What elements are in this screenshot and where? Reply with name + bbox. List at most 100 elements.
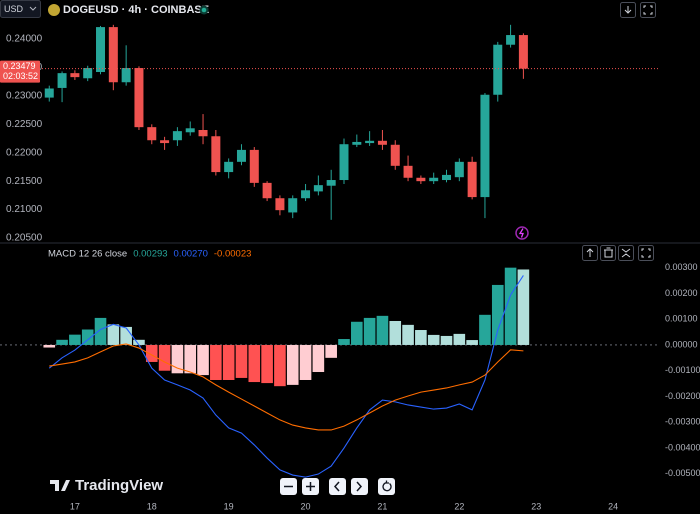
candle-body [493, 44, 503, 95]
reset-button[interactable] [378, 478, 395, 495]
candle-body [339, 144, 349, 181]
candle-body [506, 35, 516, 45]
histogram-bar [440, 335, 453, 345]
brand-watermark: TradingView [75, 477, 163, 494]
candle-body [365, 140, 375, 144]
reset-icon [382, 480, 392, 492]
histogram-bar [504, 267, 517, 345]
y-tick-label: 0.00200 [665, 288, 698, 298]
histogram-bar [184, 344, 197, 374]
candle-body [454, 161, 464, 178]
x-tick-label: 24 [608, 501, 618, 511]
y-tick-label: -0.00400 [665, 442, 700, 452]
chevron [29, 6, 37, 11]
histogram-bar [222, 344, 235, 380]
histogram-bar [286, 344, 299, 385]
candle-body [134, 68, 144, 128]
brand-logo [50, 480, 70, 491]
candle-body [377, 140, 387, 145]
candle-body [288, 198, 298, 213]
histogram-bar [43, 344, 56, 348]
histogram-bar [466, 340, 478, 345]
maximize-button[interactable] [638, 245, 654, 261]
histogram-bar [427, 334, 440, 345]
currency-label[interactable]: USD [4, 4, 24, 14]
download-icon [624, 6, 632, 14]
navigation-buttons[interactable] [280, 478, 395, 495]
y-tick-label: -0.00100 [665, 365, 700, 375]
symbol-title: DOGEUSD · 4h · COINBASE [63, 4, 209, 16]
histogram-bar [158, 344, 171, 371]
y-tick-label: 0.00000 [665, 339, 698, 349]
lightning-badge[interactable] [515, 226, 529, 240]
collapse-button[interactable] [618, 245, 634, 261]
histogram-bar [133, 339, 145, 345]
delete-icon [604, 247, 613, 258]
candle-body [108, 27, 118, 83]
histogram-bar [81, 329, 94, 345]
move-up-button[interactable] [582, 245, 598, 261]
currency-select[interactable]: USD [0, 0, 41, 18]
histogram-bar [376, 315, 389, 345]
histogram-bar [248, 344, 261, 383]
candle-body [147, 127, 157, 141]
histogram-bar [389, 320, 402, 345]
candle-body [224, 161, 234, 173]
histogram-bar [171, 344, 184, 374]
candle-body [160, 140, 170, 144]
scroll-right-button[interactable] [351, 478, 368, 495]
fullscreen-button[interactable] [640, 2, 656, 18]
x-tick-label: 18 [147, 501, 157, 511]
candle-body [442, 174, 452, 181]
histogram-bar [94, 317, 107, 345]
histogram-bar [120, 326, 132, 345]
candle-body [313, 185, 323, 192]
x-tick-label: 23 [531, 501, 541, 511]
candle-body [96, 27, 106, 73]
top-buttons[interactable] [620, 2, 656, 18]
histogram-bar [107, 324, 120, 345]
histogram-bar [235, 344, 248, 378]
candle-body [301, 190, 311, 199]
candle-body [70, 73, 80, 78]
download-button[interactable] [620, 2, 636, 18]
x-tick-label: 20 [301, 501, 311, 511]
currency-box[interactable] [0, 0, 41, 18]
move-up-icon [586, 248, 594, 257]
delete-button[interactable] [600, 245, 616, 261]
indicator-title: MACD 12 26 close [48, 249, 127, 260]
zoom-in-icon [306, 482, 315, 491]
lightning-icon [518, 228, 524, 238]
fullscreen-icon [643, 5, 653, 15]
x-tick-label: 19 [224, 501, 234, 511]
y-tick-label: 0.24000 [6, 34, 43, 45]
pane-buttons[interactable] [582, 245, 654, 261]
plot-area: 0.20500 0.21000 0.21500 0.22000 0.22500 0.230… [0, 24, 700, 511]
status-dot [201, 7, 207, 13]
countdown-label: 02:03:52 [3, 71, 38, 81]
candle-body [121, 68, 131, 83]
x-tick-label: 17 [70, 501, 80, 511]
histogram-bar [351, 321, 363, 345]
scroll-left-button[interactable] [329, 478, 346, 495]
histogram-bar [363, 317, 376, 345]
histogram-bar [274, 344, 286, 387]
coin-icon [48, 4, 60, 16]
histogram-bar [56, 339, 68, 345]
histogram-bar [261, 344, 273, 384]
candle-body [236, 149, 246, 162]
candle-body [518, 35, 528, 69]
candle-body [352, 141, 362, 145]
histogram-bar [145, 344, 158, 362]
indicator-line [48, 275, 524, 478]
y-tick-label: -0.00200 [665, 391, 700, 401]
candle-body [211, 136, 221, 173]
candle-body [185, 128, 195, 133]
y-tick-label: 0.20500 [6, 233, 43, 244]
y-tick-label: 0.00100 [665, 314, 698, 324]
candle-body [480, 94, 490, 198]
candle-body [326, 180, 336, 186]
histogram-bar [453, 333, 466, 345]
x-tick-label: 22 [454, 501, 464, 511]
